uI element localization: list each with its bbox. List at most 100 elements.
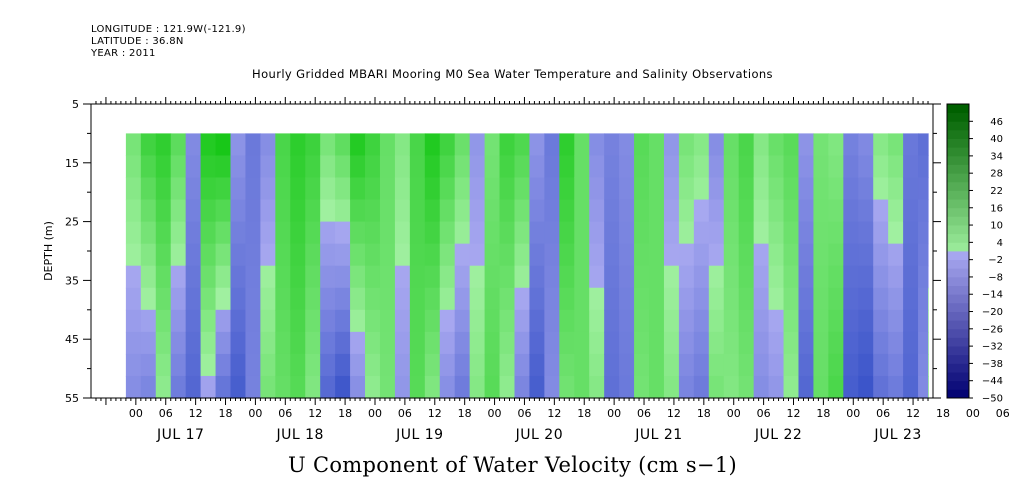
heatmap-cell bbox=[230, 309, 247, 333]
heatmap-cell bbox=[574, 265, 590, 289]
heatmap-cell bbox=[604, 287, 620, 311]
colorbar-swatch bbox=[947, 380, 969, 390]
heatmap-cell bbox=[813, 353, 829, 377]
heatmap-cell bbox=[275, 265, 291, 289]
heatmap-cell bbox=[858, 331, 874, 355]
heatmap-cell bbox=[708, 155, 725, 179]
heatmap-cell bbox=[290, 133, 306, 157]
x-hour-label: 12 bbox=[667, 407, 681, 420]
heatmap-cell bbox=[708, 375, 725, 399]
heatmap-cell bbox=[619, 309, 635, 333]
heatmap-cell bbox=[738, 199, 755, 223]
heatmap-cell bbox=[275, 353, 291, 377]
heatmap-cell bbox=[843, 155, 859, 179]
heatmap-cell bbox=[589, 353, 605, 377]
colorbar-swatch bbox=[947, 337, 969, 347]
heatmap-cell bbox=[768, 221, 785, 245]
heatmap-cell bbox=[379, 331, 396, 355]
x-day-label: JUL 21 bbox=[634, 427, 682, 443]
heatmap-cell bbox=[604, 309, 620, 333]
heatmap-cell bbox=[394, 331, 411, 355]
heatmap-cell bbox=[260, 177, 276, 201]
heatmap-cell bbox=[903, 155, 919, 179]
heatmap-cell bbox=[469, 155, 486, 179]
heatmap-cell bbox=[454, 331, 471, 355]
colorbar-swatch bbox=[947, 311, 969, 321]
heatmap-cell bbox=[574, 353, 590, 377]
heatmap-cell bbox=[499, 353, 516, 377]
heatmap-cell bbox=[753, 133, 770, 157]
heatmap-cell bbox=[125, 243, 142, 267]
heatmap-cell bbox=[753, 331, 770, 355]
heatmap-cell bbox=[215, 199, 232, 223]
heatmap-cell bbox=[663, 155, 680, 179]
heatmap-cell bbox=[738, 331, 755, 355]
x-hour-label: 06 bbox=[398, 407, 412, 420]
heatmap-cell bbox=[170, 199, 187, 223]
heatmap-cell bbox=[663, 265, 680, 289]
heatmap-cell bbox=[589, 331, 605, 355]
heatmap-cell bbox=[260, 155, 276, 179]
heatmap-cell bbox=[873, 375, 889, 399]
colorbar-label: −26 bbox=[982, 324, 1003, 335]
heatmap-cell bbox=[738, 133, 755, 157]
heatmap-cell bbox=[828, 133, 844, 157]
heatmap-cell bbox=[379, 287, 396, 311]
heatmap-cell bbox=[888, 309, 904, 333]
heatmap-cell bbox=[928, 133, 929, 157]
heatmap-cell bbox=[335, 155, 351, 179]
heatmap-cell bbox=[215, 221, 232, 245]
heatmap-cell bbox=[140, 331, 157, 355]
heatmap-cell bbox=[738, 287, 755, 311]
heatmap-cell bbox=[320, 221, 336, 245]
heatmap-cell bbox=[928, 265, 929, 289]
heatmap-cell bbox=[693, 309, 710, 333]
heatmap-cell bbox=[290, 221, 306, 245]
heatmap-cell bbox=[245, 221, 261, 245]
heatmap-cell bbox=[529, 177, 545, 201]
heatmap-cell bbox=[469, 177, 486, 201]
heatmap-cell bbox=[813, 331, 829, 355]
heatmap-cell bbox=[155, 133, 172, 157]
colorbar-label: −14 bbox=[982, 290, 1003, 301]
x-hour-label: 06 bbox=[757, 407, 771, 420]
heatmap-cell bbox=[484, 287, 501, 311]
heatmap-cell bbox=[544, 133, 560, 157]
heatmap-cell bbox=[529, 265, 545, 289]
x-day-label: JUL 20 bbox=[515, 427, 563, 443]
heatmap-cell bbox=[928, 309, 929, 333]
colorbar-label: −50 bbox=[982, 394, 1003, 405]
heatmap-cell bbox=[619, 177, 635, 201]
colorbar-swatch bbox=[947, 242, 969, 252]
heatmap-cell bbox=[200, 353, 217, 377]
heatmap-cell bbox=[813, 199, 829, 223]
heatmap-cell bbox=[589, 375, 605, 399]
heatmap-cell bbox=[888, 133, 904, 157]
x-hour-label: 06 bbox=[159, 407, 173, 420]
heatmap-cell bbox=[409, 199, 426, 223]
heatmap-cell bbox=[828, 331, 844, 355]
colorbar-label: 22 bbox=[990, 186, 1003, 197]
heatmap-cell bbox=[649, 199, 665, 223]
heatmap-cell bbox=[484, 133, 501, 157]
heatmap-cell bbox=[305, 221, 321, 245]
heatmap-cell bbox=[350, 199, 366, 223]
heatmap-cell bbox=[559, 287, 575, 311]
heatmap-cell bbox=[918, 221, 929, 245]
heatmap-cell bbox=[514, 265, 531, 289]
heatmap-cells bbox=[125, 133, 929, 399]
heatmap-cell bbox=[290, 155, 306, 179]
heatmap-cell bbox=[858, 287, 874, 311]
heatmap-cell bbox=[200, 243, 217, 267]
heatmap-cell bbox=[663, 133, 680, 157]
y-tick-label: 55 bbox=[65, 392, 79, 405]
heatmap-cell bbox=[155, 177, 172, 201]
heatmap-cell bbox=[828, 309, 844, 333]
heatmap-cell bbox=[649, 287, 665, 311]
heatmap-cell bbox=[439, 221, 456, 245]
heatmap-cell bbox=[514, 353, 531, 377]
heatmap-cell bbox=[484, 221, 501, 245]
heatmap-cell bbox=[335, 199, 351, 223]
heatmap-cell bbox=[768, 353, 785, 377]
